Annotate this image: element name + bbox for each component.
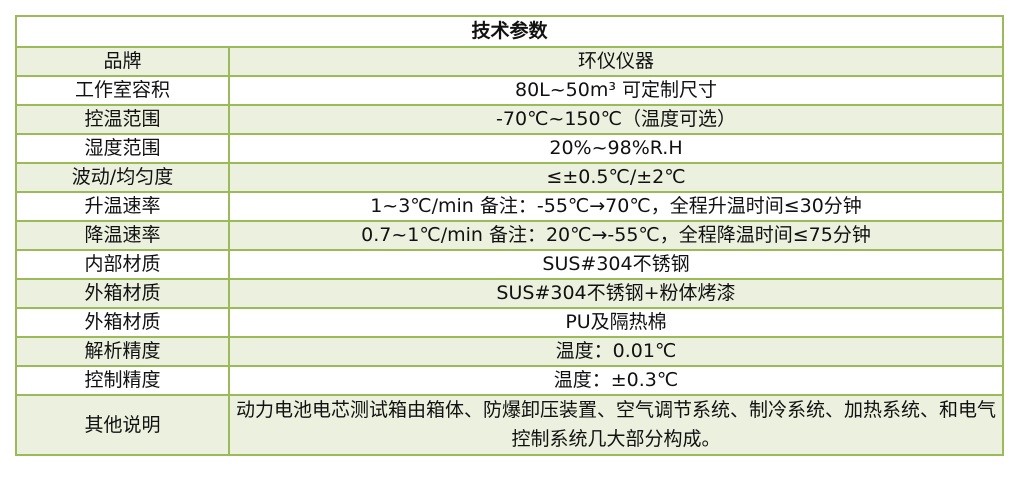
table-row: 湿度范围 20%~98%R.H	[15, 133, 1004, 164]
row-label: 工作室容积	[15, 75, 230, 106]
table-row: 升温速率 1~3℃/min 备注：-55℃→70℃，全程升温时间≤30分钟	[15, 191, 1004, 222]
row-label: 控制精度	[15, 365, 230, 396]
row-value: -70℃~150℃（温度可选）	[228, 104, 1004, 135]
table-row: 工作室容积 80L~50m³ 可定制尺寸	[15, 75, 1004, 106]
row-label: 其他说明	[15, 394, 230, 456]
row-value: 80L~50m³ 可定制尺寸	[228, 75, 1004, 106]
row-label: 外箱材质	[15, 307, 230, 338]
row-label: 内部材质	[15, 249, 230, 280]
row-value: 20%~98%R.H	[228, 133, 1004, 164]
table-row: 降温速率 0.7~1℃/min 备注：20℃→-55℃，全程降温时间≤75分钟	[15, 220, 1004, 251]
table-row: 外箱材质 PU及隔热棉	[15, 307, 1004, 338]
row-label: 湿度范围	[15, 133, 230, 164]
row-value: 1~3℃/min 备注：-55℃→70℃，全程升温时间≤30分钟	[228, 191, 1004, 222]
row-value: 动力电池电芯测试箱由箱体、防爆卸压装置、空气调节系统、制冷系统、加热系统、和电气…	[228, 394, 1004, 456]
table-row: 波动/均匀度 ≤±0.5℃/±2℃	[15, 162, 1004, 193]
title-row: 技术参数	[15, 15, 1004, 48]
table-row: 控制精度 温度：±0.3℃	[15, 365, 1004, 396]
table-row: 外箱材质 SUS#304不锈钢+粉体烤漆	[15, 278, 1004, 309]
row-value: SUS#304不锈钢	[228, 249, 1004, 280]
row-value: 温度：±0.3℃	[228, 365, 1004, 396]
table-row: 品牌 环仪仪器	[15, 46, 1004, 77]
table-row: 解析精度 温度：0.01℃	[15, 336, 1004, 367]
row-value: PU及隔热棉	[228, 307, 1004, 338]
row-value: 温度：0.01℃	[228, 336, 1004, 367]
row-label: 升温速率	[15, 191, 230, 222]
row-label: 品牌	[15, 46, 230, 77]
table-row: 其他说明 动力电池电芯测试箱由箱体、防爆卸压装置、空气调节系统、制冷系统、加热系统…	[15, 394, 1004, 456]
row-label: 控温范围	[15, 104, 230, 135]
row-label: 降温速率	[15, 220, 230, 251]
table-title: 技术参数	[15, 15, 1004, 48]
row-label: 解析精度	[15, 336, 230, 367]
row-value: ≤±0.5℃/±2℃	[228, 162, 1004, 193]
row-value: 环仪仪器	[228, 46, 1004, 77]
table-row: 内部材质 SUS#304不锈钢	[15, 249, 1004, 280]
row-value: 0.7~1℃/min 备注：20℃→-55℃，全程降温时间≤75分钟	[228, 220, 1004, 251]
row-value: SUS#304不锈钢+粉体烤漆	[228, 278, 1004, 309]
spec-table: 技术参数 品牌 环仪仪器 工作室容积 80L~50m³ 可定制尺寸 控温范围 -70℃~1…	[15, 15, 1004, 456]
row-label: 波动/均匀度	[15, 162, 230, 193]
table-row: 控温范围 -70℃~150℃（温度可选）	[15, 104, 1004, 135]
row-label: 外箱材质	[15, 278, 230, 309]
